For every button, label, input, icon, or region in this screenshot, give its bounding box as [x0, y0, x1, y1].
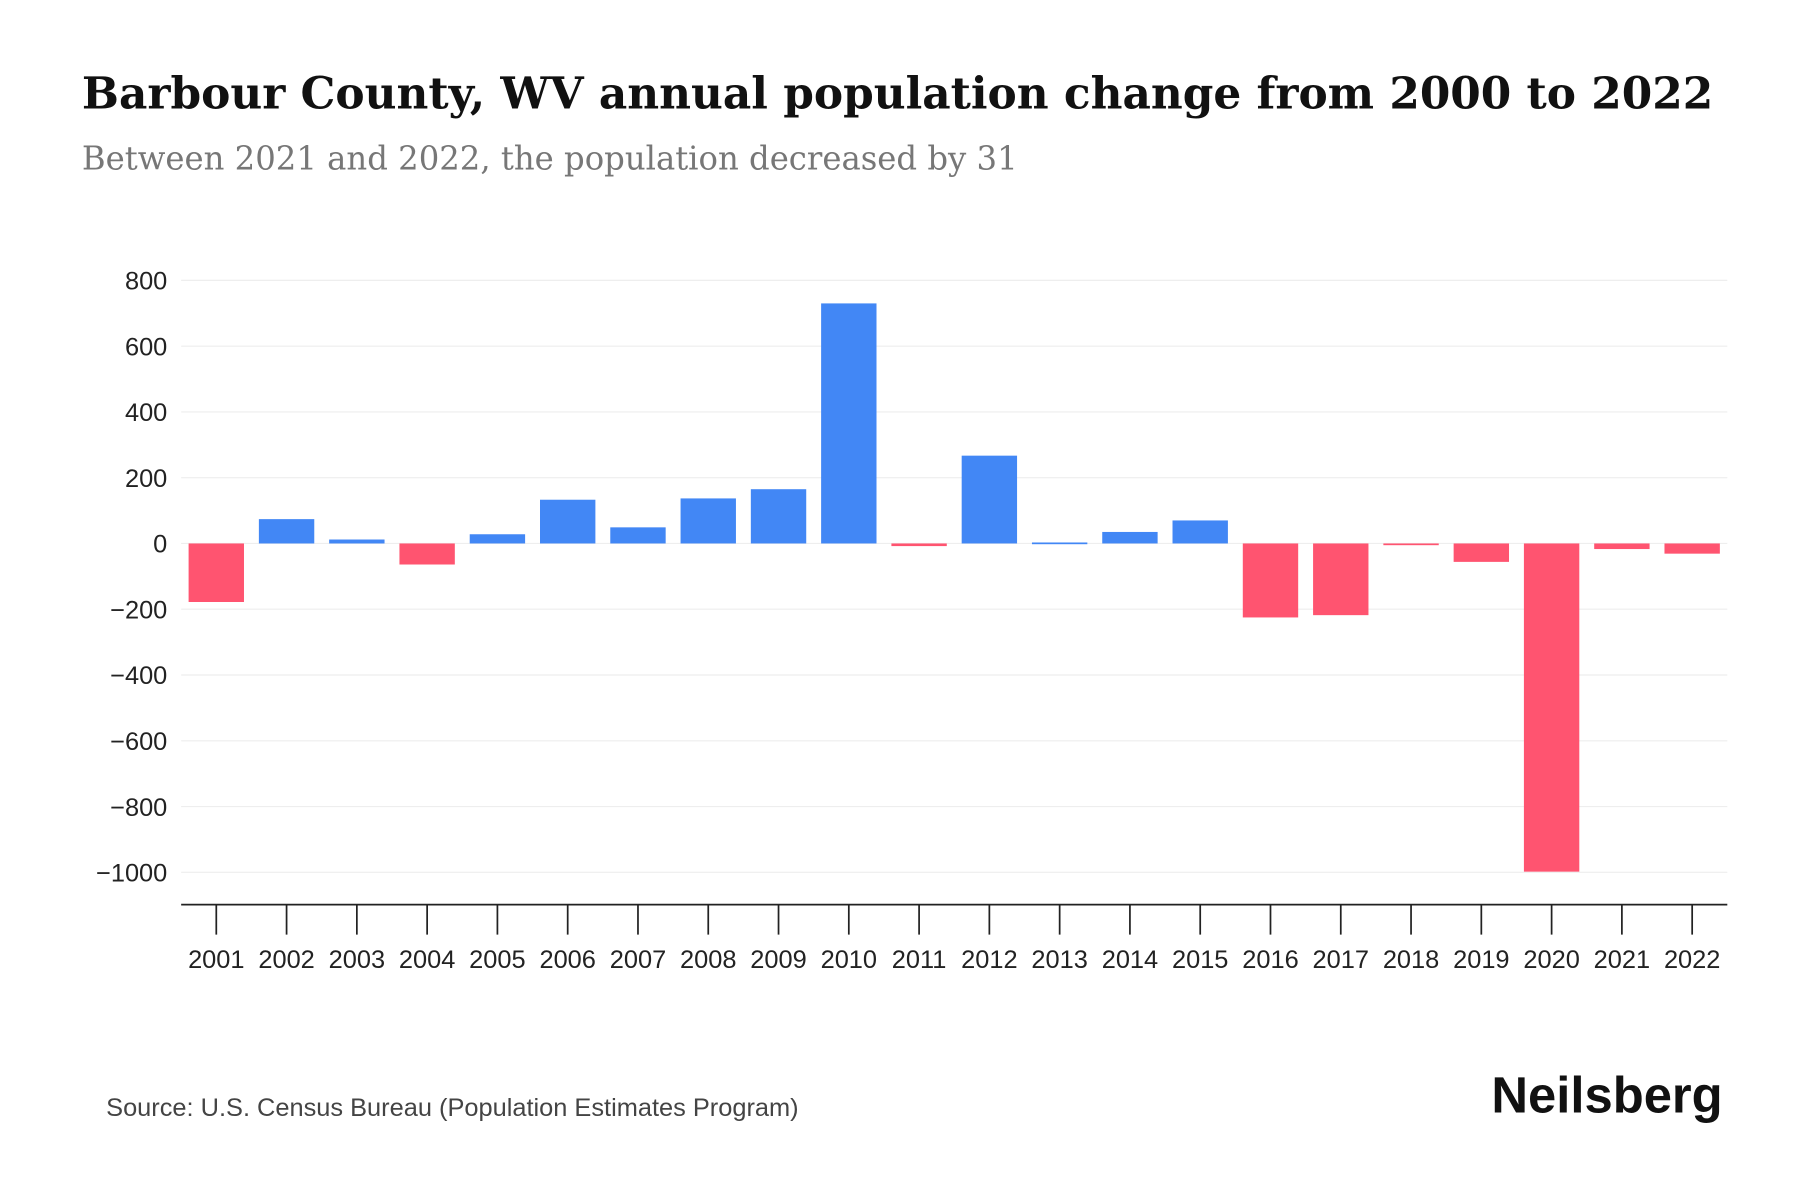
x-tick-label: 2019 — [1453, 946, 1509, 974]
x-tick-label: 2006 — [539, 946, 595, 974]
x-tick-label: 2009 — [750, 946, 806, 974]
y-tick-label: −200 — [110, 596, 167, 624]
neilsberg-logo: Neilsberg — [1491, 1066, 1722, 1123]
chart-subtitle: Between 2021 and 2022, the population de… — [82, 140, 1018, 178]
bar-2021 — [1594, 543, 1650, 550]
y-tick-label: −1000 — [96, 860, 167, 888]
y-tick-label: −400 — [110, 662, 167, 690]
bar-2007 — [610, 527, 666, 544]
y-tick-label: −600 — [110, 728, 167, 756]
bar-2008 — [680, 498, 736, 544]
x-tick-label: 2008 — [680, 946, 736, 974]
bar-2022 — [1664, 543, 1720, 554]
gridlines — [181, 279, 1728, 873]
bar-2006 — [540, 499, 596, 544]
bar-2016 — [1242, 543, 1299, 618]
x-tick-label: 2011 — [892, 946, 947, 974]
x-tick-label: 2001 — [188, 946, 244, 974]
bar-2001 — [188, 543, 244, 602]
bar-2012 — [961, 455, 1018, 544]
x-tick-label: 2010 — [821, 946, 877, 974]
bar-2017 — [1313, 543, 1369, 616]
x-tick-label: 2021 — [1594, 946, 1650, 974]
x-tick-label: 2013 — [1031, 946, 1087, 974]
source-note: Source: U.S. Census Bureau (Population E… — [106, 1094, 799, 1122]
bar-2003 — [329, 539, 385, 544]
bars — [188, 303, 1720, 872]
bar-2009 — [750, 489, 807, 544]
x-tick-label: 2016 — [1242, 946, 1298, 974]
bar-2004 — [399, 543, 455, 565]
bar-2010 — [821, 303, 877, 544]
chart-title: Barbour County, WV annual population cha… — [82, 68, 1713, 119]
bar-2014 — [1102, 531, 1158, 544]
bar-2019 — [1453, 543, 1510, 562]
x-tick-label: 2005 — [469, 946, 525, 974]
bar-2011 — [891, 543, 947, 547]
bar-2013 — [1031, 542, 1088, 545]
x-tick-label: 2018 — [1383, 946, 1439, 974]
x-tick-label: 2014 — [1102, 946, 1158, 974]
bar-2020 — [1523, 543, 1580, 872]
x-axis: 2001 2002 2003 2004 2005 2006 2007 2008 2009 2010… — [181, 903, 1728, 974]
bar-2018 — [1383, 543, 1439, 546]
x-tick-label: 2003 — [329, 946, 385, 974]
bar-2005 — [469, 534, 526, 544]
bar-2015 — [1172, 520, 1228, 544]
bar-2002 — [258, 519, 315, 544]
y-tick-label: 200 — [125, 465, 167, 493]
x-tick-label: 2002 — [258, 946, 314, 974]
y-tick-label: 600 — [125, 333, 167, 361]
x-tick-label: 2017 — [1313, 946, 1369, 974]
x-tick-label: 2004 — [399, 946, 455, 974]
y-tick-label: 800 — [125, 268, 167, 296]
x-tick-label: 2015 — [1172, 946, 1228, 974]
x-tick-label: 2022 — [1664, 946, 1720, 974]
y-axis: 800 600 400 200 0 −200 −400 −600 −800 −1000 — [96, 268, 167, 888]
y-tick-label: −800 — [110, 794, 167, 822]
y-tick-label: 400 — [125, 399, 167, 427]
y-tick-label: 0 — [153, 531, 167, 559]
x-tick-label: 2007 — [610, 946, 666, 974]
x-tick-label: 2012 — [961, 946, 1017, 974]
x-tick-label: 2020 — [1523, 946, 1579, 974]
